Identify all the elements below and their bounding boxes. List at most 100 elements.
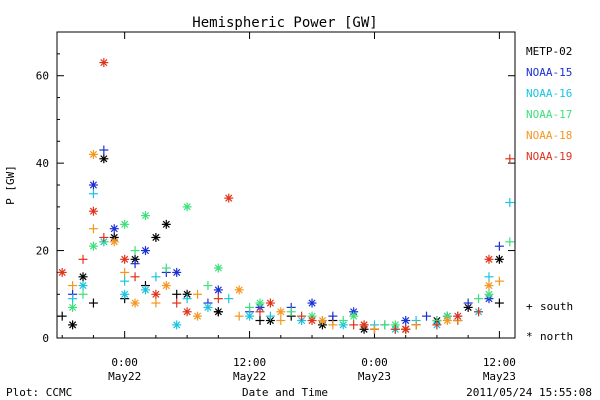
north-point — [109, 237, 119, 247]
south-point — [203, 281, 213, 291]
footer-timestamp: 2011/05/24 15:55:08 — [466, 386, 592, 399]
south-point — [474, 307, 484, 317]
south-point — [78, 289, 88, 299]
north-point — [213, 263, 223, 273]
north-point — [213, 307, 223, 317]
north-point — [193, 311, 203, 321]
north-point — [484, 281, 494, 291]
south-point — [120, 267, 130, 277]
south-point — [151, 298, 161, 308]
north-point — [78, 272, 88, 282]
north-point — [203, 302, 213, 312]
south-point — [172, 298, 182, 308]
north-point — [213, 285, 223, 295]
north-point — [109, 224, 119, 234]
x-tick-date: May22 — [108, 370, 141, 383]
y-tick-label: 0 — [42, 332, 49, 345]
north-point — [68, 320, 78, 330]
legend-entry: NOAA-19 — [526, 150, 572, 163]
south-point — [505, 154, 515, 164]
south-point — [88, 298, 98, 308]
legend-entry: NOAA-18 — [526, 129, 572, 142]
y-axis-ticks: 0 20 40 60 — [36, 53, 515, 345]
north-point — [484, 289, 494, 299]
south-point — [297, 311, 307, 321]
south-point — [474, 294, 484, 304]
south-point — [57, 311, 67, 321]
chart-title: Hemispheric Power [GW] — [192, 15, 377, 31]
x-axis-ticks: 0:00May2212:00May220:00May2312:00May230:… — [61, 32, 516, 383]
north-point — [68, 302, 78, 312]
south-point — [120, 276, 130, 286]
data-points — [57, 58, 515, 334]
south-point — [255, 307, 265, 317]
south-point — [505, 197, 515, 207]
series-legend: METP-02 NOAA-15 NOAA-16 NOAA-17 NOAA-18 NOAA-… — [526, 45, 572, 163]
south-point — [432, 320, 442, 330]
south-point — [505, 237, 515, 247]
north-point — [120, 289, 130, 299]
south-point — [422, 311, 432, 321]
north-point — [120, 219, 130, 229]
south-point — [151, 272, 161, 282]
x-tick-time: 12:00 — [233, 356, 266, 369]
legend-entry: NOAA-15 — [526, 66, 572, 79]
north-point — [182, 307, 192, 317]
marker-legend-label: north — [540, 330, 573, 343]
south-point — [234, 311, 244, 321]
south-point — [369, 324, 379, 334]
north-point — [245, 311, 255, 321]
south-point — [255, 316, 265, 326]
south-point — [130, 246, 140, 256]
south-point — [130, 272, 140, 282]
north-point — [224, 193, 234, 203]
north-point — [484, 254, 494, 264]
south-point — [68, 281, 78, 291]
south-point — [99, 145, 109, 155]
north-point — [151, 289, 161, 299]
north-point — [161, 281, 171, 291]
legend-entry: NOAA-17 — [526, 108, 572, 121]
north-point — [88, 206, 98, 216]
north-point — [120, 254, 130, 264]
north-point — [130, 298, 140, 308]
north-point — [401, 316, 411, 326]
x-tick-date: May22 — [233, 370, 266, 383]
north-point — [494, 254, 504, 264]
marker-legend-symbol: * — [526, 330, 533, 343]
south-point — [88, 189, 98, 199]
south-point — [130, 259, 140, 269]
north-point — [401, 324, 411, 334]
south-point — [224, 294, 234, 304]
north-point — [78, 281, 88, 291]
south-point — [494, 298, 504, 308]
footer-plot-source: Plot: CCMC — [6, 386, 72, 399]
south-point — [161, 263, 171, 273]
north-point — [255, 298, 265, 308]
south-point — [349, 320, 359, 330]
north-point — [182, 202, 192, 212]
south-point — [286, 307, 296, 317]
north-point — [88, 180, 98, 190]
north-point — [140, 285, 150, 295]
plot-frame — [56, 31, 516, 339]
south-point — [380, 320, 390, 330]
north-point — [317, 316, 327, 326]
north-point — [140, 246, 150, 256]
north-point — [161, 219, 171, 229]
south-point — [265, 311, 275, 321]
plot-axes — [56, 31, 516, 339]
north-point — [276, 307, 286, 317]
north-point — [172, 267, 182, 277]
marker-legend-symbol: + — [526, 300, 533, 313]
south-point — [390, 324, 400, 334]
legend-entry: METP-02 — [526, 45, 572, 58]
south-point — [328, 311, 338, 321]
north-point — [172, 320, 182, 330]
south-point — [172, 289, 182, 299]
x-tick-date: May23 — [358, 370, 391, 383]
north-point — [57, 267, 67, 277]
north-point — [307, 316, 317, 326]
y-tick-label: 20 — [36, 245, 49, 258]
